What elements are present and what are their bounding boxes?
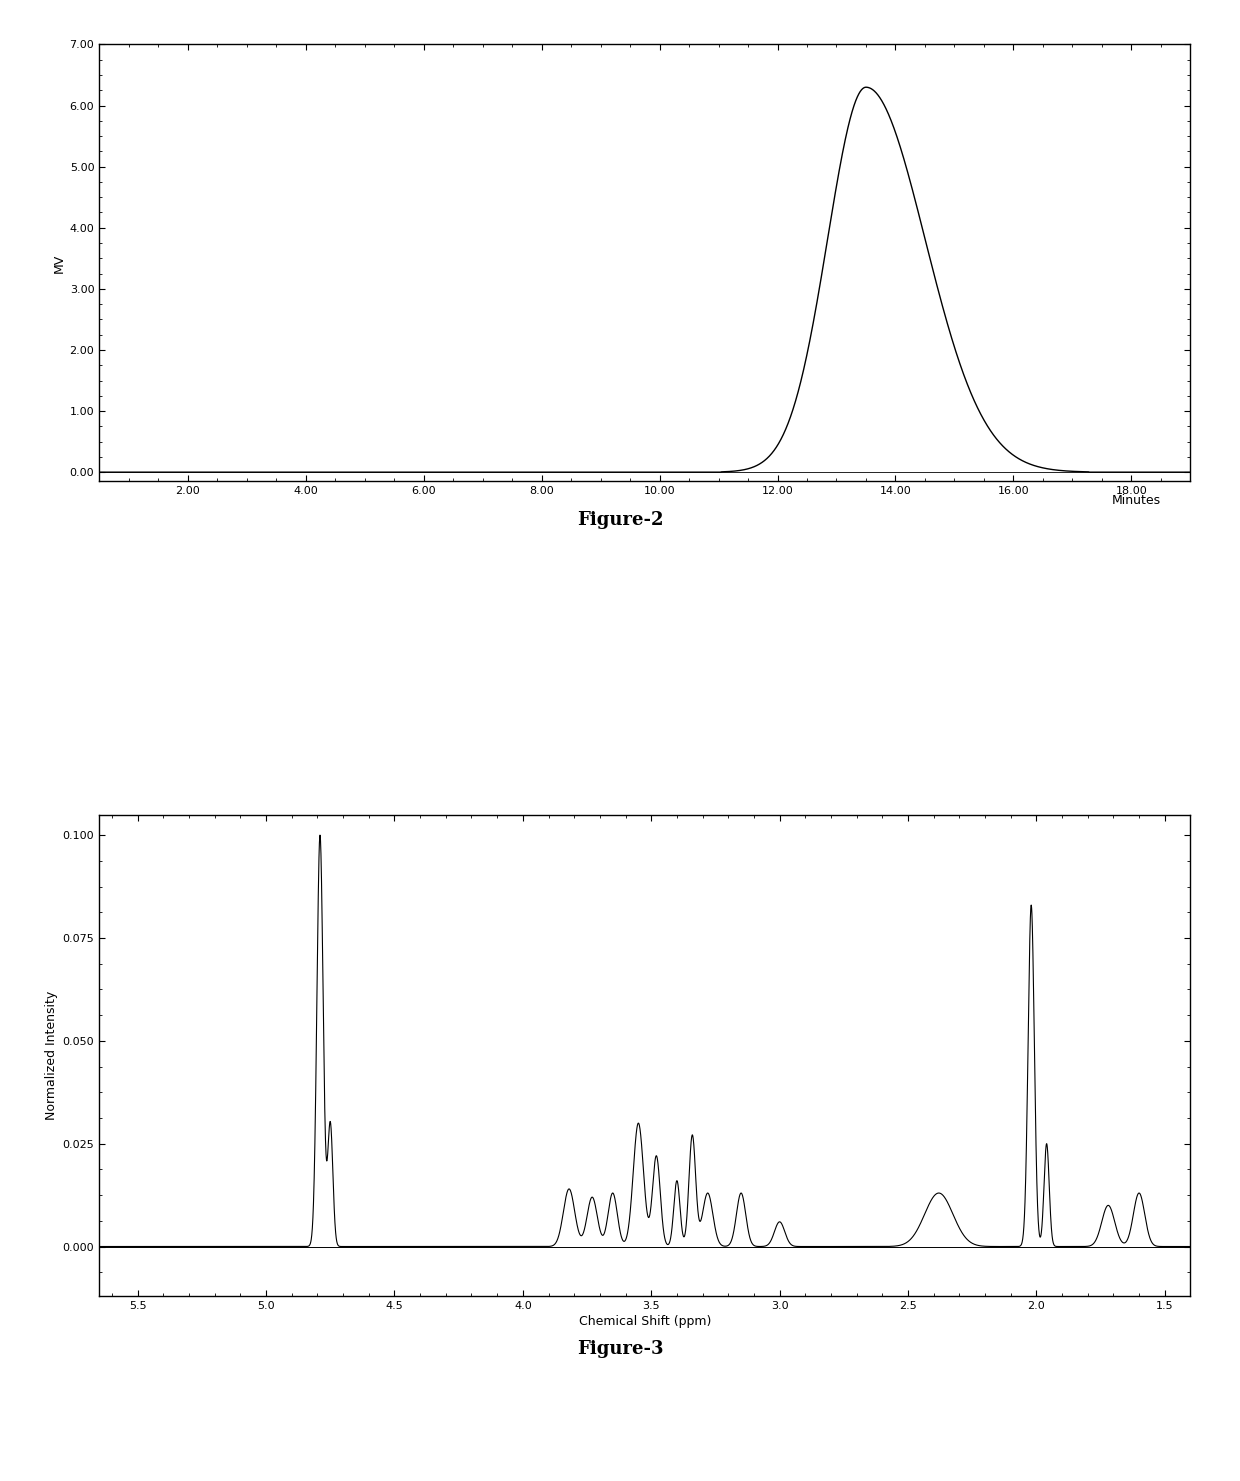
X-axis label: Chemical Shift (ppm): Chemical Shift (ppm) xyxy=(579,1315,711,1328)
Y-axis label: MV: MV xyxy=(52,253,66,273)
Y-axis label: Normalized Intensity: Normalized Intensity xyxy=(46,991,58,1120)
Text: Figure-3: Figure-3 xyxy=(577,1340,663,1358)
Text: Figure-2: Figure-2 xyxy=(577,511,663,529)
Text: Minutes: Minutes xyxy=(1112,493,1161,507)
